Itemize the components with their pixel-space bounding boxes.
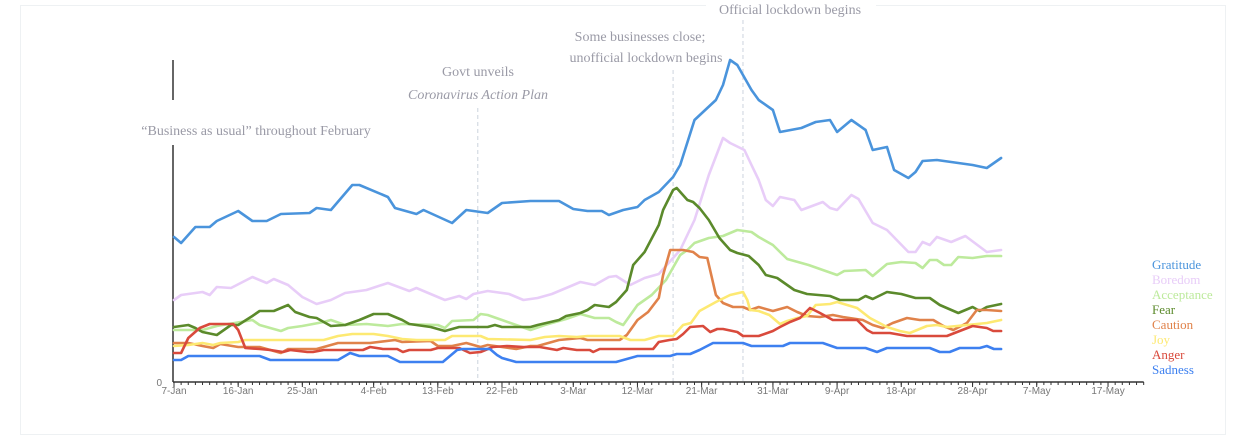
legend-item-sadness[interactable]: Sadness <box>1152 362 1194 377</box>
legend-item-gratitude[interactable]: Gratitude <box>1152 257 1201 272</box>
x-tick-label: 16-Jan <box>223 386 254 397</box>
x-tick-label: 25-Jan <box>287 386 318 397</box>
annotation-unofficial-lockdown: unofficial lockdown begins <box>570 51 723 66</box>
series-line-joy <box>172 290 1003 348</box>
series-line-gratitude <box>172 58 1003 245</box>
emotion-line-chart: “Business as usual” throughout February … <box>141 0 1213 397</box>
x-tick-label: 4-Feb <box>361 386 388 397</box>
annotation-some-businesses-close: Some businesses close; <box>575 30 706 45</box>
series-line-sadness <box>172 341 1003 364</box>
series-line-caution <box>172 248 1003 355</box>
series-line-boredom <box>172 136 1003 306</box>
annotation-business-as-usual: “Business as usual” throughout February <box>141 124 370 139</box>
x-tick-label: 22-Feb <box>486 386 518 397</box>
x-tick-label: 21-Mar <box>686 386 718 397</box>
series-line-anger <box>172 306 1003 355</box>
annotation-box <box>706 0 876 18</box>
series-line-fear <box>172 186 1003 337</box>
annotation-action-plan: Coronavirus Action Plan <box>408 88 548 103</box>
legend-item-anger[interactable]: Anger <box>1152 347 1185 362</box>
legend-item-fear[interactable]: Fear <box>1152 302 1176 317</box>
x-tick-label: 3-Mar <box>560 386 587 397</box>
x-tick-label: 31-Mar <box>757 386 789 397</box>
legend-item-boredom[interactable]: Boredom <box>1152 272 1200 287</box>
legend-item-acceptance[interactable]: Acceptance <box>1152 287 1213 302</box>
annotation-govt-unveils: Govt unveils <box>442 65 514 80</box>
x-tick-label: 17-May <box>1091 386 1124 397</box>
x-tick-label: 12-Mar <box>622 386 654 397</box>
legend-item-caution[interactable]: Caution <box>1152 317 1194 332</box>
x-tick-label: 13-Feb <box>422 386 454 397</box>
x-tick-label: 7-Jan <box>161 386 186 397</box>
x-tick-label: 9-Apr <box>825 386 850 397</box>
x-tick-label: 28-Apr <box>958 386 989 397</box>
series-line-acceptance <box>172 228 1003 333</box>
x-tick-label: 18-Apr <box>886 386 917 397</box>
y-tick-label: 0 <box>156 378 162 389</box>
x-tick-label: 7-May <box>1023 386 1051 397</box>
legend-item-joy[interactable]: Joy <box>1152 332 1171 347</box>
annotation-official-lockdown: Official lockdown begins <box>719 3 861 18</box>
annotations: “Business as usual” throughout February … <box>141 0 876 139</box>
